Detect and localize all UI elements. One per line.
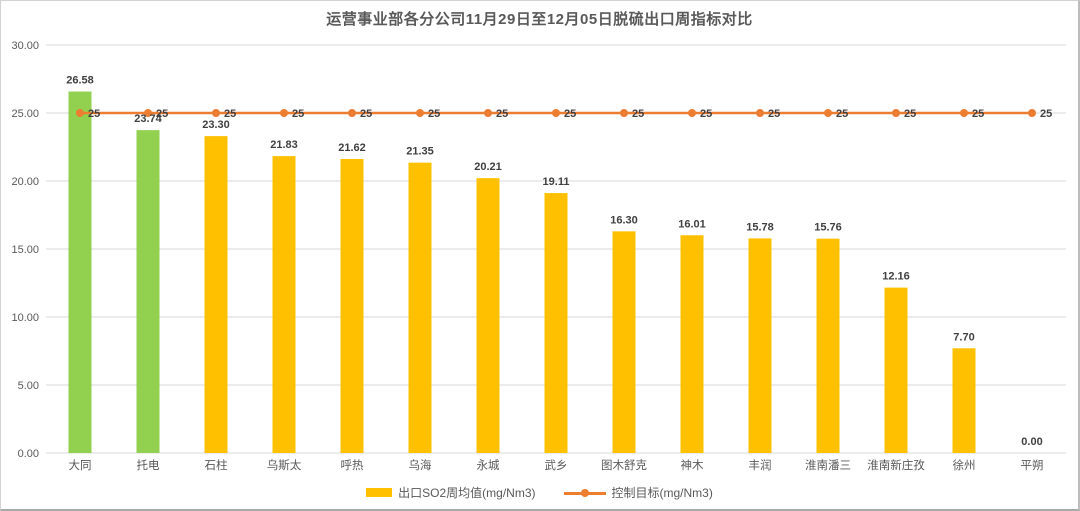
chart-legend: 出口SO2周均值(mg/Nm3) 控制目标(mg/Nm3) <box>1 484 1078 501</box>
target-marker <box>892 109 900 117</box>
legend-item-line-series: 控制目标(mg/Nm3) <box>563 484 713 501</box>
target-marker <box>960 109 968 117</box>
target-marker <box>1028 109 1036 117</box>
bar <box>952 348 976 453</box>
target-value-label: 25 <box>88 108 100 120</box>
bar <box>204 136 228 453</box>
y-axis-tick-label: 20.00 <box>11 176 39 188</box>
target-marker <box>76 109 84 117</box>
x-axis-category-label: 大同 <box>69 458 92 472</box>
x-axis-category-label: 乌海 <box>409 458 432 472</box>
target-value-label: 25 <box>428 108 440 120</box>
bar-value-label: 15.76 <box>814 222 842 234</box>
bar-value-label: 20.21 <box>474 161 502 173</box>
legend-line-series-label: 控制目标(mg/Nm3) <box>611 486 713 500</box>
x-axis-category-label: 图木舒克 <box>601 458 647 472</box>
bar <box>884 287 908 453</box>
bar-value-label: 16.30 <box>610 214 638 226</box>
target-value-label: 25 <box>700 108 712 120</box>
bar-value-label: 23.30 <box>202 119 230 131</box>
y-axis-tick-label: 0.00 <box>18 448 39 460</box>
bar <box>612 231 636 453</box>
bar-value-label: 15.78 <box>746 221 774 233</box>
bar-value-label: 0.00 <box>1021 436 1042 448</box>
bar <box>408 162 432 453</box>
x-axis-category-label: 乌斯太 <box>267 458 302 472</box>
legend-bar-series-label: 出口SO2周均值(mg/Nm3) <box>398 486 536 500</box>
target-marker <box>620 109 628 117</box>
bar <box>748 238 772 453</box>
x-axis-category-label: 徐州 <box>953 458 976 472</box>
bar <box>816 238 840 453</box>
target-marker <box>824 109 832 117</box>
target-marker <box>144 109 152 117</box>
target-marker <box>280 109 288 117</box>
target-value-label: 25 <box>224 108 236 120</box>
target-value-label: 25 <box>768 108 780 120</box>
target-marker <box>552 109 560 117</box>
bar <box>68 91 92 454</box>
y-axis-tick-label: 15.00 <box>11 244 39 256</box>
bar-value-label: 7.70 <box>953 331 974 343</box>
target-marker <box>688 109 696 117</box>
x-axis-category-label: 永城 <box>477 458 500 472</box>
bar-value-label: 12.16 <box>882 271 910 283</box>
bar-series-swatch-icon <box>366 488 393 497</box>
x-axis-category-label: 呼热 <box>341 459 364 472</box>
bar-value-label: 23.74 <box>134 113 162 125</box>
target-marker <box>212 109 220 117</box>
bar <box>340 158 364 453</box>
line-series-swatch-icon <box>563 488 606 498</box>
bar-value-label: 21.83 <box>270 139 298 151</box>
target-value-label: 25 <box>904 108 916 120</box>
target-value-label: 25 <box>564 108 576 120</box>
y-axis-tick-label: 25.00 <box>11 108 39 120</box>
bar-value-label: 21.62 <box>338 142 366 154</box>
bar-value-label: 16.01 <box>678 218 706 230</box>
chart-title: 运营事业部各分公司11月29日至12月05日脱硫出口周指标对比 <box>326 11 753 28</box>
target-value-label: 25 <box>292 108 304 120</box>
x-axis-category-label: 托电 <box>137 458 160 472</box>
bar <box>136 130 160 454</box>
y-axis-tick-label: 5.00 <box>18 380 39 392</box>
legend-item-bar-series: 出口SO2周均值(mg/Nm3) <box>366 484 536 501</box>
x-axis-category-label: 神木 <box>681 458 704 472</box>
target-value-label: 25 <box>1040 108 1052 120</box>
target-value-label: 25 <box>360 108 372 120</box>
x-axis-category-label: 淮南新庄孜 <box>867 458 925 472</box>
x-axis-category-label: 武乡 <box>545 459 568 472</box>
target-marker <box>756 109 764 117</box>
x-axis-category-label: 淮南潘三 <box>805 458 851 472</box>
target-marker <box>484 109 492 117</box>
target-value-label: 25 <box>632 108 644 120</box>
target-marker <box>348 109 356 117</box>
y-axis-tick-label: 30.00 <box>11 40 39 52</box>
bar <box>680 235 704 453</box>
x-axis-category-label: 丰润 <box>749 458 772 472</box>
target-value-label: 25 <box>496 108 508 120</box>
bar-value-label: 21.35 <box>406 146 434 158</box>
bar <box>272 156 296 453</box>
bar <box>544 193 568 453</box>
target-marker <box>416 109 424 117</box>
x-axis-category-label: 平朔 <box>1021 458 1044 472</box>
bar <box>476 178 500 454</box>
target-value-label: 25 <box>156 108 168 120</box>
target-value-label: 25 <box>972 108 984 120</box>
y-axis-tick-label: 10.00 <box>11 312 39 324</box>
bar-value-label: 19.11 <box>543 176 570 188</box>
x-axis-category-label: 石柱 <box>205 458 228 472</box>
target-value-label: 25 <box>836 108 848 120</box>
bar-value-label: 26.58 <box>66 75 94 87</box>
